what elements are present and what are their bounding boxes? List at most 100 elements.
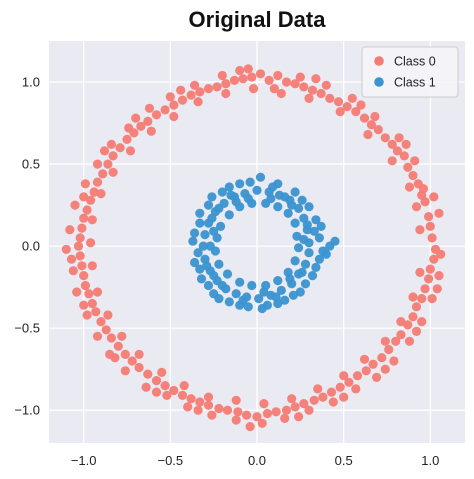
data-point — [186, 90, 196, 100]
data-point — [214, 294, 224, 304]
data-point — [77, 223, 87, 233]
data-point — [276, 88, 286, 99]
data-point — [434, 208, 444, 218]
data-point — [96, 189, 106, 199]
data-point — [321, 80, 331, 90]
data-point — [415, 225, 425, 235]
data-point — [243, 302, 253, 312]
data-point — [396, 330, 406, 340]
data-point — [259, 287, 269, 297]
data-point — [281, 77, 292, 87]
data-point — [198, 241, 208, 251]
data-point — [151, 376, 162, 386]
data-point — [389, 356, 399, 366]
data-point — [290, 402, 300, 412]
data-point — [157, 367, 167, 377]
data-point — [68, 266, 78, 276]
data-point — [193, 97, 203, 107]
data-point — [203, 200, 214, 210]
data-point — [77, 261, 87, 271]
data-point — [300, 259, 311, 269]
data-point — [151, 387, 162, 397]
data-point — [403, 320, 413, 330]
data-point — [271, 292, 281, 302]
data-point — [247, 280, 257, 291]
data-point — [193, 248, 203, 258]
data-point — [89, 187, 99, 197]
data-point — [429, 254, 439, 264]
data-point — [134, 349, 144, 359]
data-point — [299, 399, 309, 409]
data-point — [311, 215, 321, 225]
data-point — [87, 298, 97, 309]
data-point — [266, 193, 276, 204]
x-tick-label: −1.0 — [71, 453, 97, 468]
data-point — [359, 113, 370, 123]
data-point — [235, 179, 245, 189]
data-point — [214, 203, 224, 213]
data-point — [247, 72, 257, 82]
legend-marker — [374, 56, 384, 66]
data-point — [280, 192, 290, 202]
data-point — [217, 187, 227, 197]
data-point — [179, 381, 189, 391]
data-point — [292, 231, 302, 241]
data-point — [92, 331, 103, 341]
data-point — [243, 64, 253, 74]
y-tick-label: −1.0 — [14, 403, 40, 418]
data-point — [212, 82, 222, 92]
data-point — [151, 110, 162, 120]
data-point — [193, 405, 203, 415]
data-point — [186, 394, 196, 404]
y-tick-label: −0.5 — [14, 321, 40, 336]
data-point — [290, 218, 300, 228]
data-point — [110, 353, 120, 363]
legend-label: Class 0 — [394, 55, 436, 69]
data-point — [169, 100, 179, 110]
chart-title: Original Data — [189, 7, 327, 32]
data-point — [297, 195, 307, 205]
data-point — [252, 185, 262, 195]
data-point — [242, 410, 252, 420]
data-point — [238, 74, 248, 84]
data-point — [314, 254, 324, 264]
data-point — [214, 259, 224, 269]
data-point — [231, 197, 241, 207]
data-point — [351, 107, 361, 117]
data-point — [162, 390, 172, 400]
data-point — [268, 182, 278, 192]
data-point — [106, 139, 116, 149]
data-point — [425, 264, 435, 274]
data-point — [304, 202, 314, 212]
legend-label: Class 1 — [394, 76, 436, 90]
data-point — [183, 402, 193, 412]
data-point — [361, 366, 371, 376]
x-tick-label: 0.0 — [248, 453, 266, 468]
data-point — [316, 88, 326, 99]
data-point — [224, 182, 234, 192]
data-point — [103, 159, 113, 169]
data-point — [143, 116, 153, 126]
data-point — [372, 372, 382, 382]
data-point — [318, 246, 328, 256]
data-point — [342, 102, 352, 112]
data-point — [82, 205, 92, 215]
data-point — [404, 336, 415, 346]
data-point — [373, 125, 383, 135]
data-point — [335, 107, 345, 117]
data-point — [134, 362, 144, 373]
data-point — [224, 210, 234, 220]
data-point — [195, 397, 205, 407]
y-tick-label: 1.0 — [22, 75, 40, 90]
data-point — [328, 397, 338, 407]
data-point — [75, 233, 85, 243]
data-point — [314, 233, 324, 243]
data-point — [273, 202, 283, 212]
data-point — [280, 295, 290, 305]
data-point — [238, 295, 248, 305]
data-point — [195, 218, 205, 228]
data-point — [203, 280, 214, 291]
data-point — [245, 177, 255, 187]
data-point — [190, 257, 200, 268]
